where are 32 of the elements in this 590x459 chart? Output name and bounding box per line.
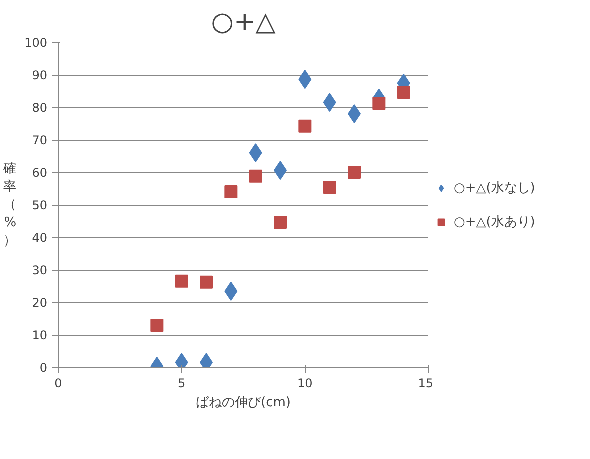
y-tick-label: 70 [32, 134, 48, 148]
point [397, 86, 410, 100]
point [323, 180, 336, 194]
x-tick-label: 5 [178, 376, 186, 390]
x-tick-label: 10 [298, 376, 313, 390]
x-tick-label: 15 [418, 376, 434, 390]
y-tick-label: 40 [32, 231, 48, 245]
point [175, 274, 188, 288]
y-tick-label: 50 [32, 198, 48, 212]
x-axis-title: ばねの伸び(cm) [196, 396, 291, 410]
y-tick-label: 60 [32, 166, 48, 180]
point [348, 166, 361, 179]
legend-label: ○+△(水なし) [454, 180, 536, 196]
point [372, 97, 386, 110]
point [249, 144, 262, 162]
legend-label: ○+△(水あり) [454, 214, 536, 230]
y-tick-label: 100 [24, 36, 48, 50]
y-tick-label: 20 [32, 296, 48, 310]
y-tick-label: 0 [40, 361, 48, 375]
y-tick-label: 80 [32, 101, 48, 115]
y-tick-label: 30 [32, 264, 48, 278]
point [150, 319, 164, 332]
y-axis-title: 確率（%） [2, 162, 17, 248]
y-tick-label: 10 [32, 328, 48, 342]
point [200, 276, 213, 289]
y-tick-label: 90 [32, 68, 48, 82]
point [274, 216, 287, 230]
point [298, 120, 312, 133]
point [224, 186, 238, 198]
x-tick-label: 0 [54, 376, 62, 390]
point [249, 170, 262, 183]
chart-title: ○+△ [211, 8, 276, 38]
